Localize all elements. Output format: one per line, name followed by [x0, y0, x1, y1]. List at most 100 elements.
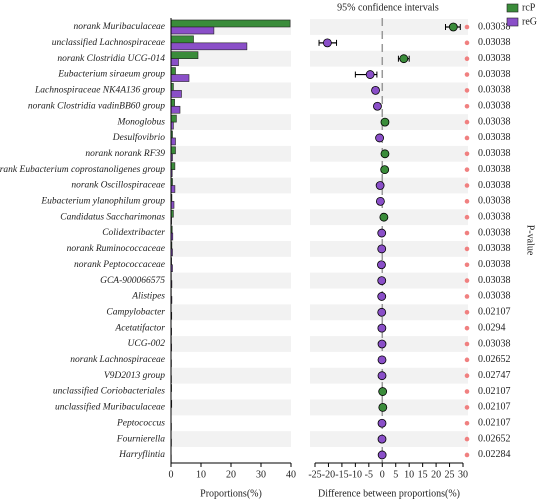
diff-point [377, 418, 387, 428]
category-label: unclassified Coriobacteriales [53, 386, 165, 397]
p-value: 0.02107 [478, 386, 511, 397]
p-value: 0.03038 [478, 243, 511, 254]
sig-dot [464, 310, 470, 315]
row-band [171, 145, 291, 162]
bar [170, 185, 176, 193]
sig-dot [464, 420, 470, 426]
diff-point [373, 101, 382, 111]
category-label: Acetatifactor [114, 322, 165, 333]
bar [170, 74, 190, 82]
category-label: Candidatus Saccharimonas [60, 212, 165, 222]
x-tick-label: 30 [256, 469, 266, 480]
row-band [310, 19, 468, 35]
row-band [171, 209, 291, 226]
diff-point [377, 450, 387, 460]
sig-dot [464, 72, 470, 77]
sig-dot [464, 119, 470, 125]
diff-point [377, 371, 387, 381]
category-label: Peptococcus [116, 418, 165, 428]
row-band [171, 114, 291, 131]
legend-label: reG [522, 16, 537, 27]
category-label: Lachnospiraceae NK4A136 group [34, 86, 165, 96]
p-value: 0.0294 [478, 322, 506, 333]
row-band [310, 399, 468, 416]
p-value: 0.03038 [478, 69, 511, 80]
category-label: norank Ruminococcaceae [67, 244, 165, 254]
bar [170, 137, 176, 146]
diff-point [322, 38, 332, 48]
diff-point [371, 86, 380, 95]
category-label: norank Lachnospiraceae [70, 355, 165, 365]
sig-dot [464, 373, 470, 379]
row-band [310, 336, 468, 352]
p-value: 0.02107 [478, 402, 511, 413]
category-label: norank Oscillospiraceae [71, 181, 165, 191]
category-label: Campylobacter [106, 307, 165, 317]
category-label: unclassified Muribaculaceae [55, 402, 165, 413]
x2-tick-label: 5 [393, 469, 398, 480]
sig-dot [464, 183, 470, 188]
x2-axis-title: Difference between proportions(%) [318, 488, 460, 499]
x2-tick-label: -5 [365, 469, 373, 480]
p-value: 0.02284 [478, 449, 511, 460]
row-band [171, 367, 291, 384]
row-band [310, 209, 468, 226]
x-tick-label: 40 [286, 469, 296, 480]
diff-point [377, 276, 387, 286]
bar [170, 35, 194, 44]
row-band [310, 272, 468, 289]
p-value: 0.03038 [478, 259, 511, 270]
p-value: 0.03038 [478, 196, 511, 207]
diff-point [377, 260, 386, 270]
diff-point [399, 54, 409, 64]
bar [170, 90, 182, 98]
row-band [310, 367, 468, 384]
p-value: 0.03038 [478, 116, 511, 127]
p-value: 0.03038 [478, 180, 511, 191]
sig-dot [464, 167, 470, 172]
diff-point [377, 292, 387, 301]
sig-dot [464, 405, 470, 410]
diff-point [365, 70, 375, 79]
p-value: 0.02747 [478, 370, 511, 381]
category-label: Eubacterium siraeum group [57, 70, 165, 80]
category-label: norank Clostridia UCG-014 [57, 54, 165, 64]
row-band [310, 177, 468, 194]
diff-point [377, 339, 387, 349]
x2-tick-label: 30 [458, 469, 468, 480]
category-label: GCA-900066575 [100, 276, 165, 286]
diff-point [378, 402, 388, 412]
sig-dot [464, 262, 470, 268]
sig-dot [464, 230, 470, 236]
p-value: 0.03038 [478, 132, 511, 143]
p-value: 0.03038 [478, 275, 511, 286]
row-band [171, 177, 291, 194]
diff-point [377, 307, 387, 317]
sig-dot [464, 88, 470, 93]
p-value: 0.02652 [478, 433, 511, 444]
p-value: 0.03038 [478, 148, 511, 159]
category-label: UCG-002 [128, 339, 166, 349]
sig-dot [464, 151, 470, 157]
x2-tick-label: -25 [308, 469, 321, 480]
row-band [171, 50, 291, 67]
sig-dot [464, 294, 470, 299]
diff-point [375, 196, 385, 206]
bar [170, 98, 175, 107]
sig-dot [464, 103, 470, 109]
p-value: 0.03038 [478, 101, 511, 112]
row-band [310, 240, 468, 257]
bar [170, 146, 176, 155]
row-band [171, 399, 291, 416]
sig-dot [464, 246, 470, 252]
diff-point [380, 117, 390, 127]
p-value: 0.03038 [478, 211, 511, 222]
row-band [171, 272, 291, 289]
category-label: Harryflintia [118, 449, 165, 460]
p-value: 0.02107 [478, 418, 511, 429]
diff-point [378, 387, 388, 396]
p-value: 0.03038 [478, 21, 511, 32]
row-band [171, 336, 291, 352]
bar [170, 114, 177, 123]
row-band [171, 82, 291, 99]
